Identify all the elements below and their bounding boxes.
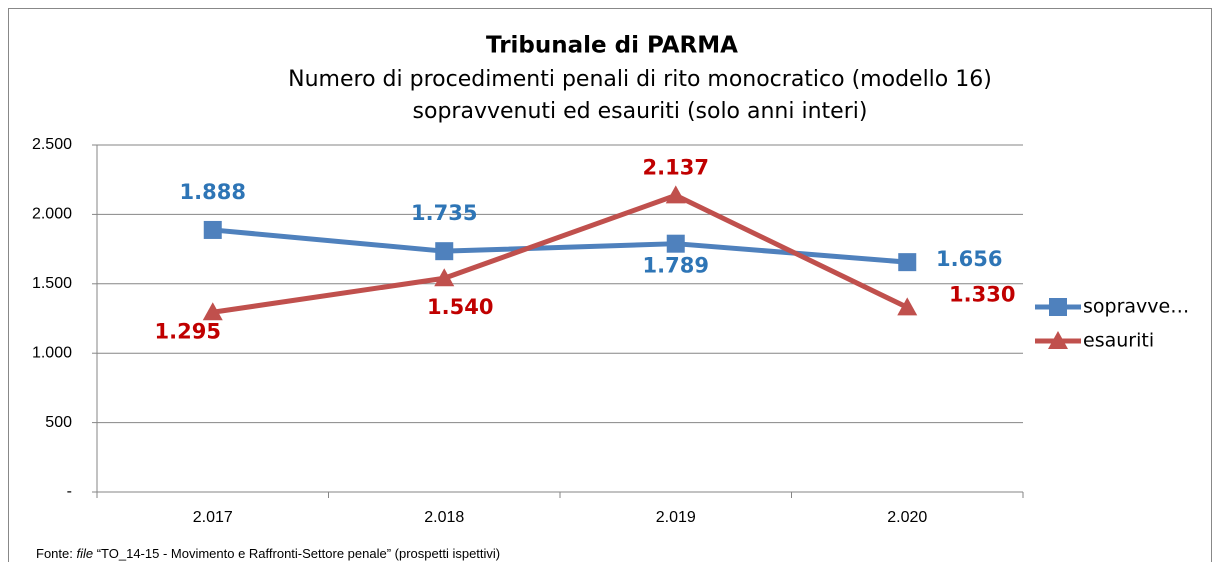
y-tick-label: 500 [45, 414, 72, 431]
legend-label: sopravve… [1083, 296, 1189, 318]
data-label: 1.295 [155, 319, 221, 343]
data-label: 1.735 [411, 201, 477, 225]
legend-marker [1048, 331, 1068, 349]
data-point [202, 302, 223, 321]
source-note: Fonte: file “TO_14-15 - Movimento e Raff… [36, 546, 500, 561]
y-tick-label: 1.000 [32, 344, 72, 361]
data-label: 1.888 [180, 180, 246, 204]
chart-subtitle: sopravvenuti ed esauriti (solo anni inte… [413, 99, 868, 124]
legend-marker [1049, 298, 1067, 316]
data-point [666, 234, 685, 253]
data-point [434, 268, 455, 287]
data-point [203, 220, 222, 239]
data-point [898, 253, 917, 272]
source-text: “TO_14-15 - Movimento e Raffronti-Settor… [93, 546, 500, 561]
x-tick-label: 2.018 [424, 509, 464, 526]
chart-subtitle: Numero di procedimenti penali di rito mo… [288, 67, 992, 92]
data-point [897, 297, 918, 316]
data-label: 2.137 [643, 155, 709, 179]
x-tick-label: 2.020 [887, 509, 927, 526]
y-tick-label: 1.500 [32, 275, 72, 292]
data-label: 1.330 [949, 282, 1015, 306]
source-italic: file [76, 546, 93, 561]
y-tick-label: 2.500 [32, 136, 72, 153]
data-point [665, 185, 686, 204]
data-label: 1.540 [427, 295, 493, 319]
x-tick-label: 2.019 [656, 509, 696, 526]
data-point [435, 242, 454, 261]
data-label: 1.789 [643, 254, 709, 278]
series-line [212, 192, 909, 315]
y-tick-label: 2.000 [32, 206, 72, 223]
source-prefix: Fonte: [36, 546, 76, 561]
chart-title: Tribunale di PARMA [486, 33, 738, 59]
legend-label: esauriti [1083, 330, 1154, 352]
data-label: 1.656 [936, 247, 1002, 271]
x-tick-label: 2.017 [193, 509, 233, 526]
y-tick-label: - [67, 483, 72, 500]
chart-border [8, 8, 1212, 562]
